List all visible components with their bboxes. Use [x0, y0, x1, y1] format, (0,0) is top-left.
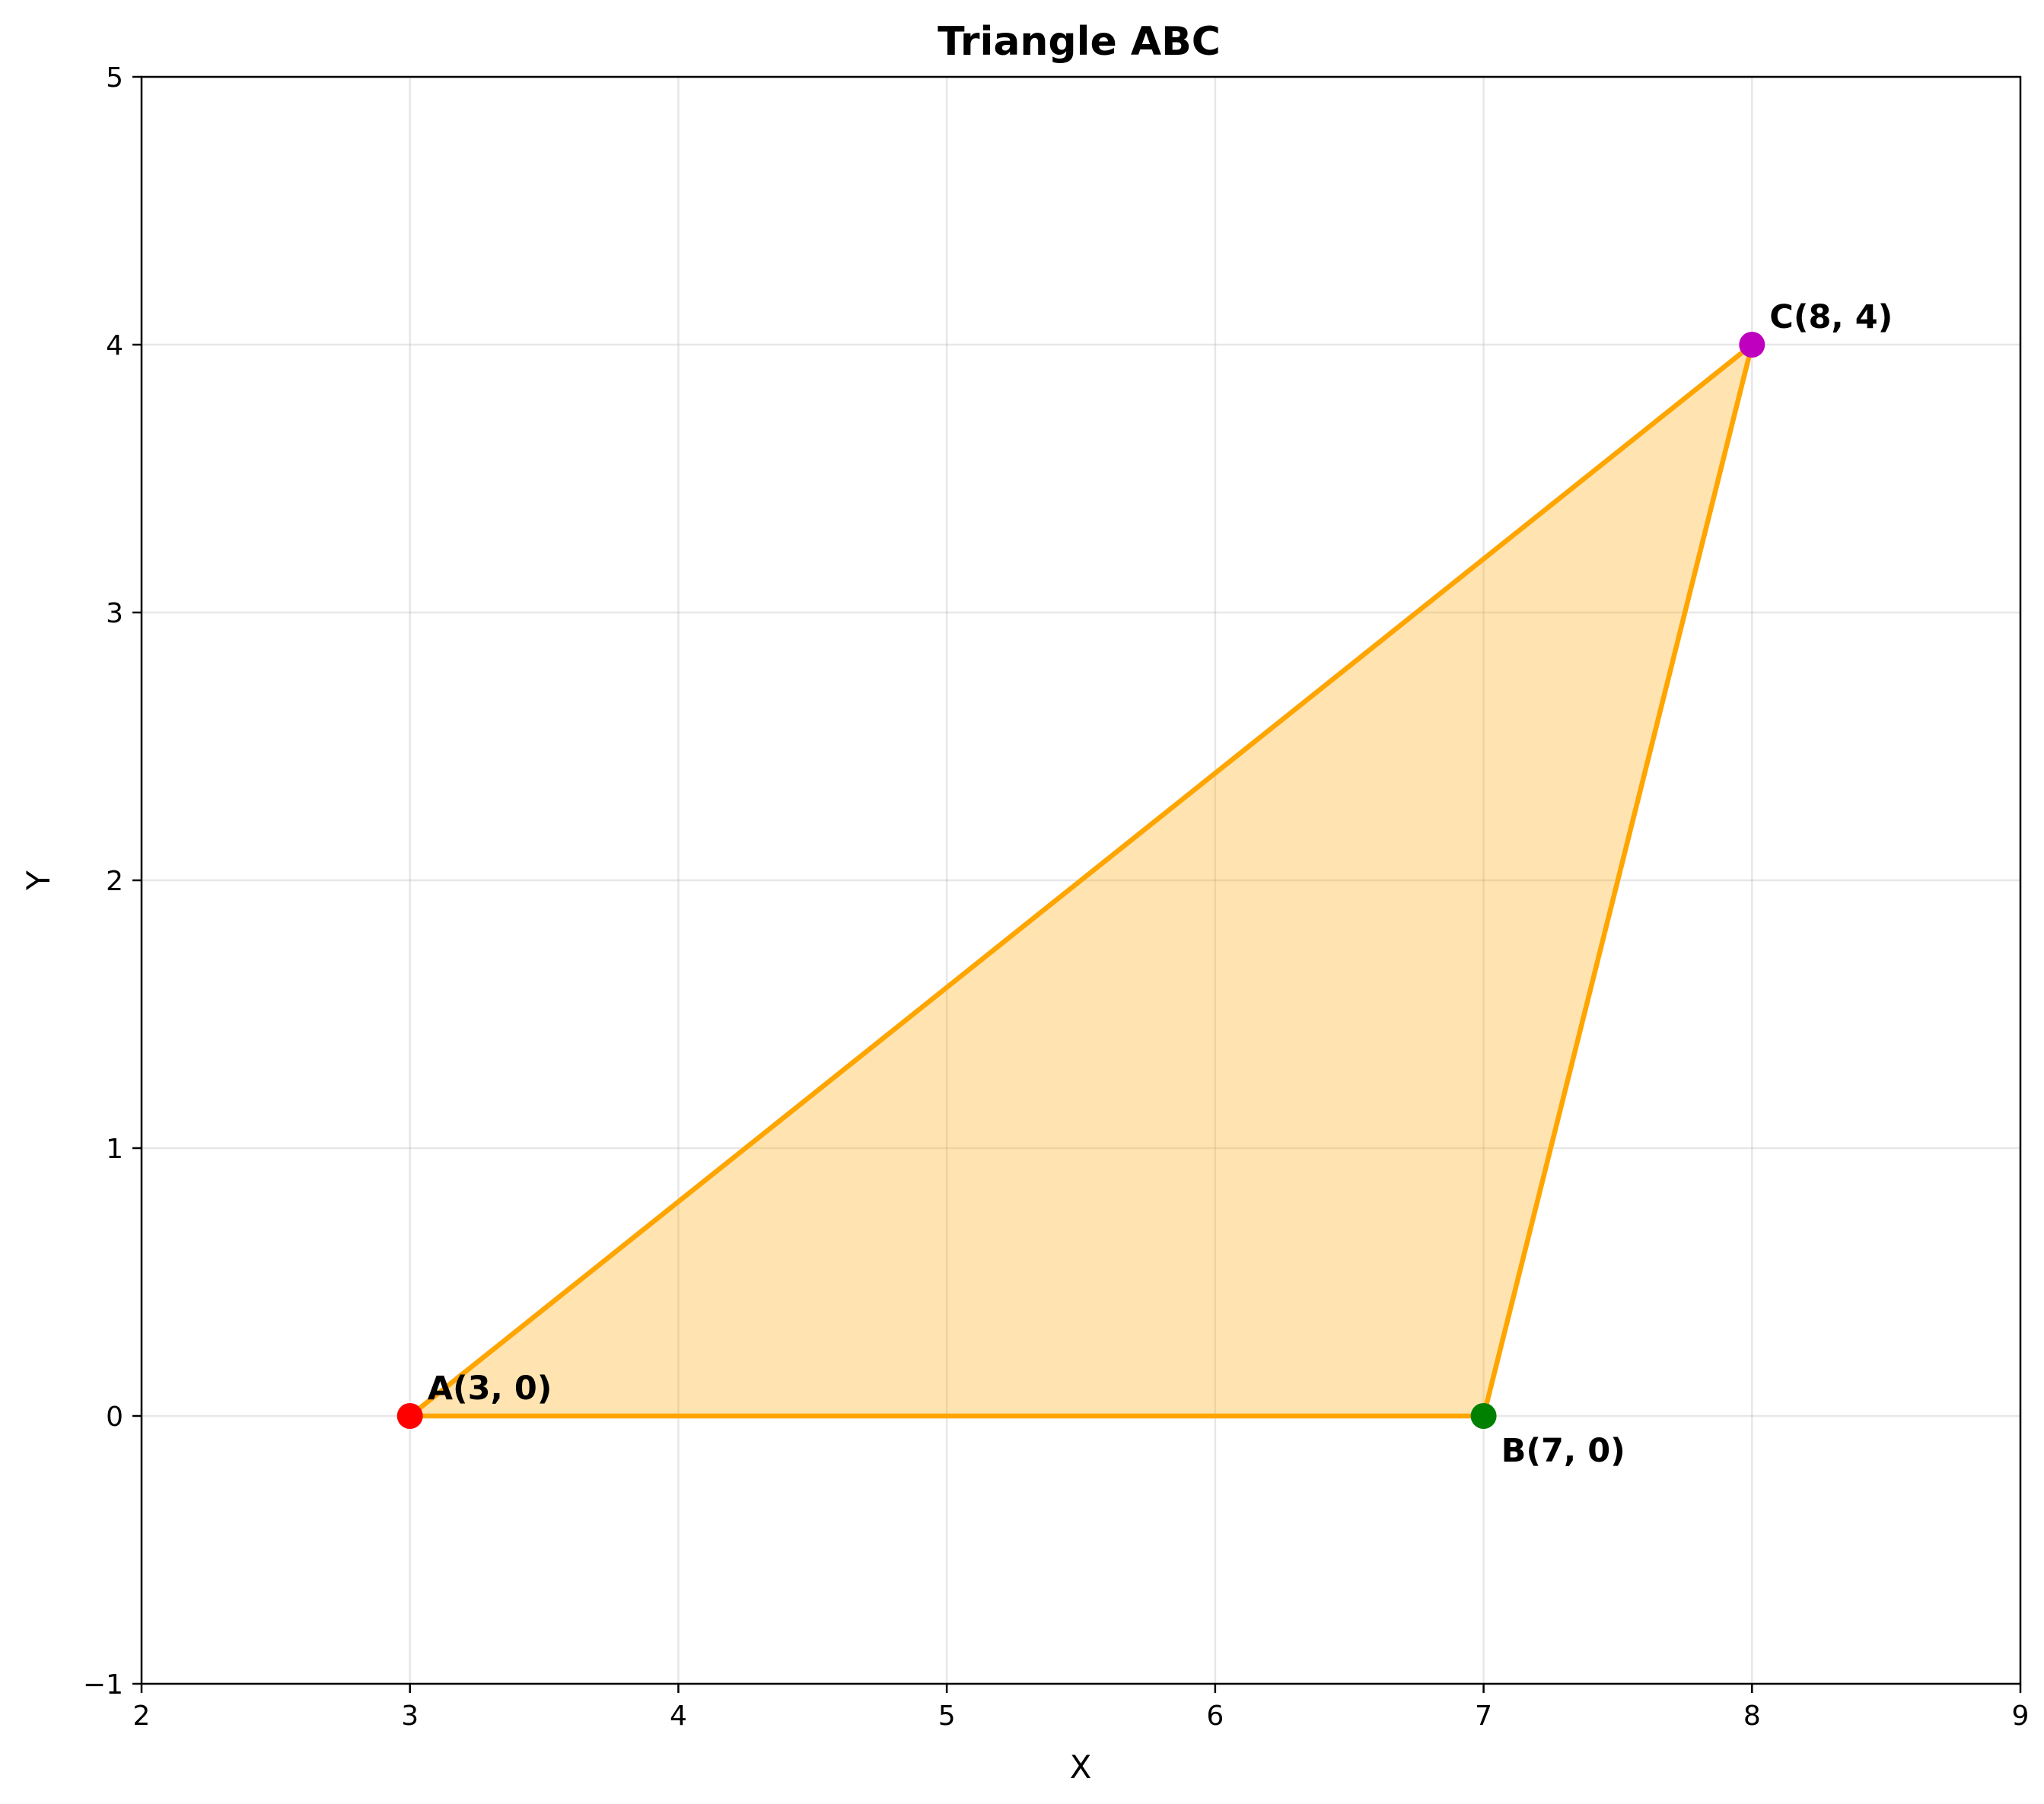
x-tick-label: 4: [670, 1701, 687, 1732]
vertex-label: A(3, 0): [428, 1370, 552, 1408]
vertex-point: [396, 1403, 423, 1429]
x-tick-label: 3: [401, 1701, 419, 1732]
x-axis-label: X: [1070, 1748, 1092, 1786]
x-tick-label: 5: [938, 1701, 956, 1732]
y-tick-label: 3: [106, 598, 123, 629]
triangle: [403, 338, 1756, 1419]
y-tick-label: 1: [106, 1134, 123, 1165]
y-tick-label: 4: [106, 330, 123, 361]
ticks: 2 3 4 5 6 7 8 9 −1 0 1 2 3 4 5: [83, 62, 2030, 1732]
grid: [140, 75, 2022, 1685]
triangle-edge: [403, 338, 1756, 1419]
x-tick-label: 6: [1206, 1701, 1224, 1732]
x-tick-label: 9: [2012, 1701, 2030, 1732]
y-tick-label: 0: [106, 1402, 123, 1433]
x-tick-label: 7: [1475, 1701, 1492, 1732]
chart-title: Triangle ABC: [938, 19, 1221, 65]
x-tick-label: 8: [1743, 1701, 1761, 1732]
vertex-point: [1470, 1403, 1497, 1429]
vertices: A(3, 0) B(7, 0) C(8, 4): [396, 298, 1893, 1470]
y-tick-label: −1: [83, 1669, 123, 1701]
vertex-label: B(7, 0): [1501, 1432, 1625, 1470]
vertex-point: [1739, 332, 1765, 358]
vertex-label: C(8, 4): [1769, 298, 1893, 336]
x-tick-label: 2: [133, 1701, 151, 1732]
y-tick-label: 2: [106, 866, 123, 897]
y-tick-label: 5: [106, 62, 123, 94]
y-axis-label: Y: [20, 870, 57, 891]
